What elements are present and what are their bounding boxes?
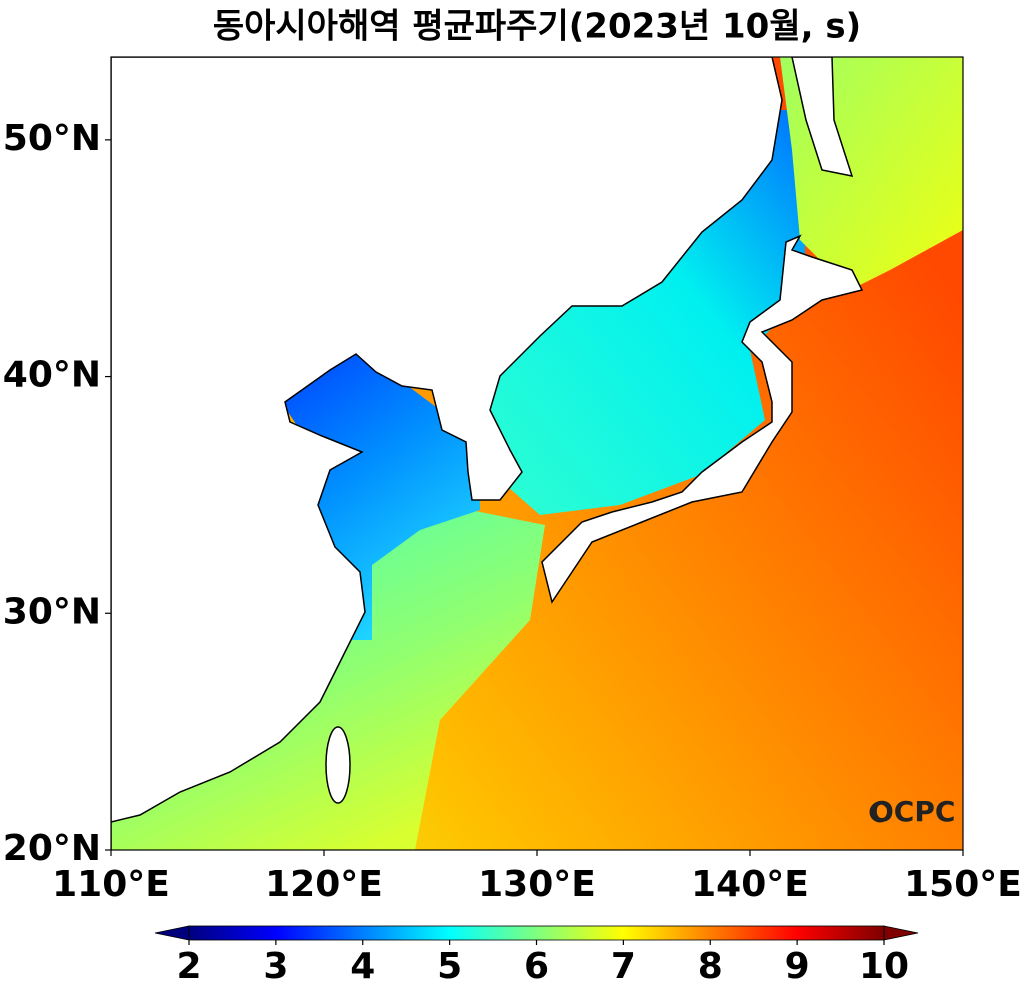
mainland-coast [111,57,783,850]
ocpc-logo: OCPC [869,795,955,828]
taiwan-coast [325,726,351,804]
logo-ring [869,801,891,823]
y-tick-label: 50°N [3,118,101,159]
x-tick-label: 140°E [691,864,809,905]
logo-text: OCPC [870,795,955,828]
x-tick-label: 130°E [478,864,596,905]
colorbar-tick-label: 10 [859,946,909,987]
y-tick-label: 40°N [3,355,101,396]
colorbar-tick-label: 7 [611,946,636,987]
colorbar-tick-label: 5 [437,946,462,987]
map-title: 동아시아해역 평균파주기(2023년 10월, s) [213,7,861,47]
colorbar: 2 3 4 5 6 7 8 9 10 [154,925,919,987]
x-tick-label: 110°E [52,864,170,905]
colorbar-extend-max [883,925,919,941]
x-tick-label: 150°E [904,864,1022,905]
colorbar-body [189,926,884,940]
colorbar-tick-label: 3 [263,946,288,987]
colorbar-tick-label: 6 [524,946,549,987]
colorbar-tick-label: 9 [785,946,810,987]
sakhalin-coast [791,57,854,177]
wave-field [111,57,963,850]
colorbar-tick-label: 4 [350,946,375,987]
colorbar-tick-label: 8 [698,946,723,987]
y-tick-label: 20°N [3,828,101,869]
x-tick-label: 120°E [265,864,383,905]
colorbar-extend-min [154,925,190,941]
japan-coast [541,234,864,604]
colorbar-tick-label: 2 [176,946,201,987]
y-tick-label: 30°N [3,591,101,632]
